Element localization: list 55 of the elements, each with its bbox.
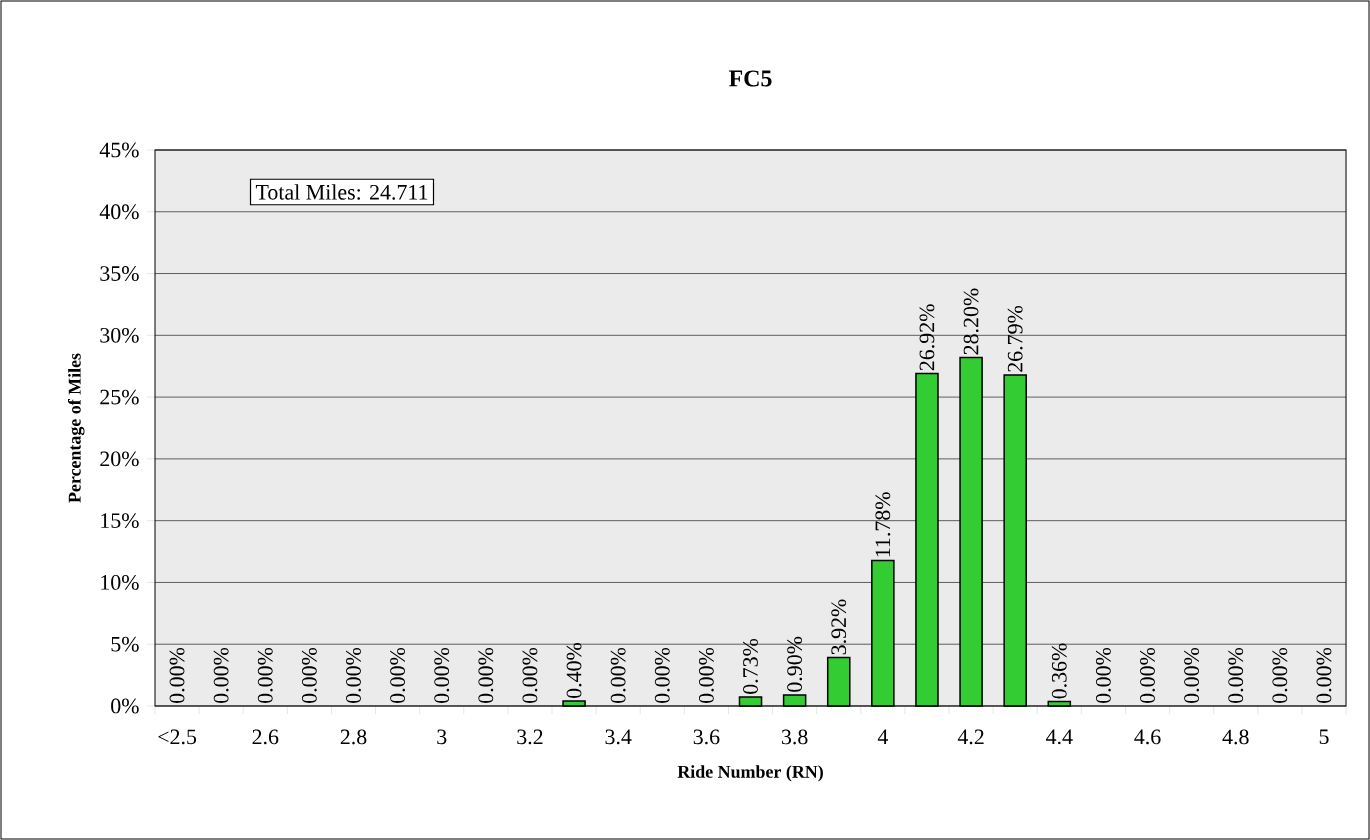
x-tick-label: 3.2 bbox=[517, 729, 543, 745]
y-tick-label: 35% bbox=[100, 266, 139, 281]
x-tick-label: 5 bbox=[1319, 729, 1329, 745]
y-tick-label: 0% bbox=[111, 698, 139, 714]
data-label: 0.00% bbox=[1095, 647, 1111, 703]
data-label: 0.00% bbox=[1184, 647, 1200, 703]
data-label: 0.00% bbox=[1140, 647, 1155, 703]
x-tick-label: 3.6 bbox=[693, 729, 720, 745]
x-tick-label: 4 bbox=[877, 729, 888, 744]
annotation: Total Miles: 24.711 bbox=[255, 184, 428, 200]
data-label: 26.79% bbox=[1007, 305, 1023, 372]
x-tick-label: 2.8 bbox=[340, 729, 367, 745]
data-label: 28.20% bbox=[963, 288, 979, 355]
data-label: 0.00% bbox=[610, 647, 626, 703]
data-label: 0.00% bbox=[654, 647, 670, 703]
y-tick-label: 45% bbox=[99, 142, 139, 158]
data-label: 0.00% bbox=[390, 647, 406, 703]
x-tick-label: 2.6 bbox=[252, 729, 279, 745]
x-tick-label: 4.4 bbox=[1046, 729, 1073, 745]
data-label: 0.00% bbox=[301, 647, 317, 703]
x-tick-label: 4.2 bbox=[957, 729, 984, 745]
data-label: 0.00% bbox=[522, 647, 538, 703]
x-tick-label: <2.5 bbox=[158, 729, 197, 745]
y-tick-label: 10% bbox=[101, 575, 139, 590]
data-label: 0.36% bbox=[1051, 643, 1067, 699]
y-axis-title: Percentage of Miles bbox=[67, 353, 85, 503]
data-label: 3.92% bbox=[831, 599, 847, 655]
data-label: 0.00% bbox=[257, 647, 273, 703]
y-tick-label: 15% bbox=[101, 513, 139, 529]
data-label: 0.40% bbox=[566, 642, 582, 699]
x-tick-label: 4.8 bbox=[1222, 729, 1249, 745]
data-label: 0.73% bbox=[743, 638, 758, 694]
data-label: 0.00% bbox=[346, 647, 361, 703]
data-label: 0.90% bbox=[787, 636, 803, 692]
data-label: 0.00% bbox=[169, 647, 185, 703]
y-tick-label: 20% bbox=[100, 451, 139, 467]
x-tick-label: 3 bbox=[437, 729, 447, 745]
data-label: 0.00% bbox=[478, 647, 494, 703]
data-label: 11.78% bbox=[875, 492, 891, 557]
x-tick-label: 3.8 bbox=[781, 729, 808, 745]
x-axis-title: Ride Number (RN) bbox=[677, 765, 823, 782]
data-label: 26.92% bbox=[919, 304, 935, 371]
data-label: 0.00% bbox=[1316, 647, 1332, 703]
y-tick-label: 25% bbox=[100, 389, 139, 405]
data-label: 0.00% bbox=[1228, 647, 1244, 703]
chart-title: FC5 bbox=[729, 70, 772, 87]
y-tick-label: 5% bbox=[111, 636, 139, 652]
data-label: 0.00% bbox=[698, 647, 714, 703]
y-tick-label: 30% bbox=[100, 327, 139, 343]
data-label: 0.00% bbox=[434, 647, 450, 703]
data-label: 0.00% bbox=[213, 647, 229, 703]
data-label: 0.00% bbox=[1272, 647, 1288, 703]
x-tick-label: 3.4 bbox=[605, 729, 632, 745]
y-tick-label: 40% bbox=[99, 204, 139, 220]
x-tick-label: 4.6 bbox=[1134, 729, 1161, 745]
